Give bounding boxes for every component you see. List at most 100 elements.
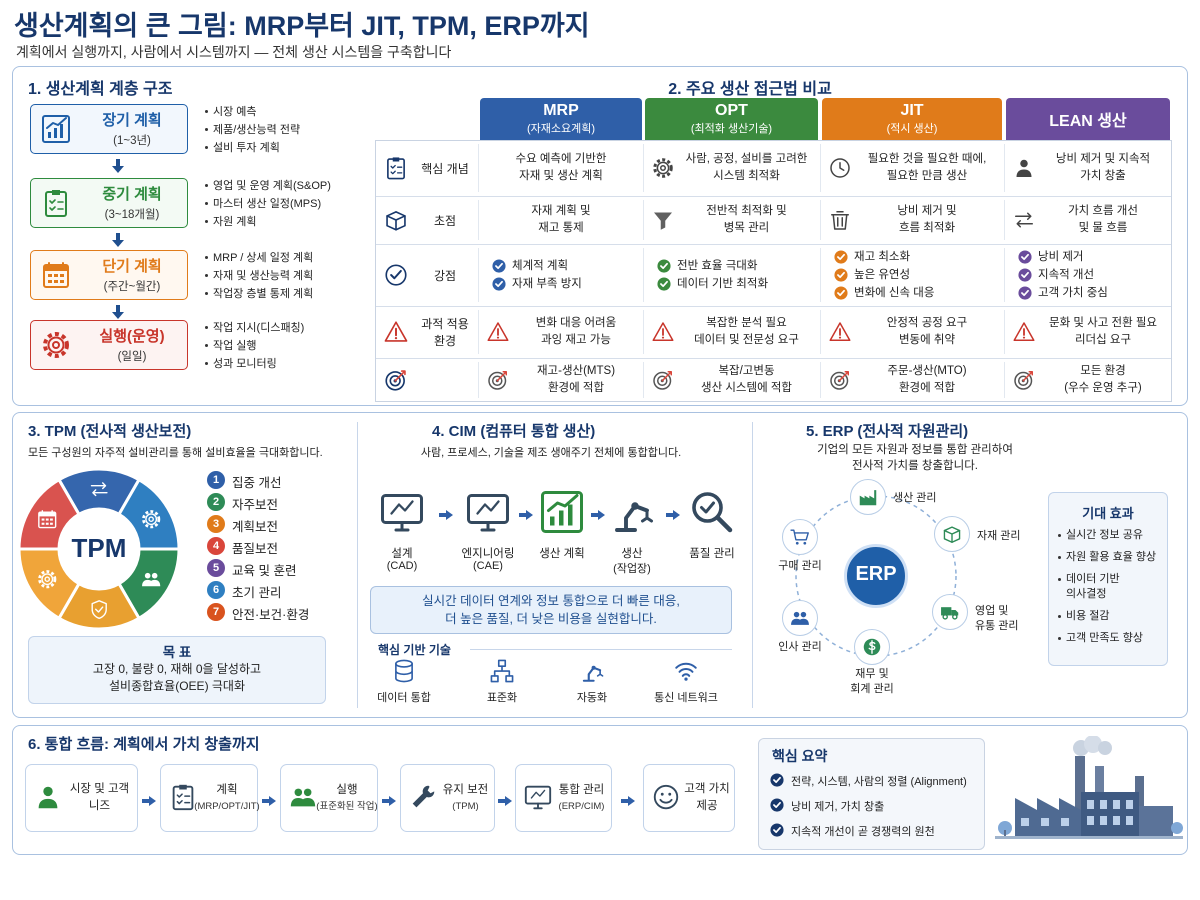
icon-part xyxy=(50,518,53,521)
icon-part xyxy=(660,280,668,288)
bullet-dot xyxy=(205,274,208,277)
flow-step-name: 통합 관리 xyxy=(558,784,605,796)
icon-part xyxy=(791,611,809,625)
icon-part xyxy=(382,796,396,806)
cim-step-icon xyxy=(538,488,586,536)
flow-step-icon xyxy=(33,782,63,812)
cell-line xyxy=(643,200,644,240)
icon-part xyxy=(490,675,499,683)
cell-line xyxy=(478,362,479,398)
icon-part xyxy=(582,666,602,682)
icon-part xyxy=(395,659,413,668)
cim-step-icon xyxy=(688,488,736,536)
icon-part xyxy=(38,510,57,529)
icon-part xyxy=(859,490,877,506)
cell-text-block: 가치 흐름 개선 및 물 흐름 xyxy=(1038,196,1168,244)
tech-label: 표준화 xyxy=(486,692,518,704)
level-name: 단기 계획 xyxy=(102,258,162,275)
icon-part xyxy=(1013,322,1035,341)
icon-part xyxy=(1126,816,1133,825)
flow-arrow xyxy=(112,233,124,247)
icon-part xyxy=(941,607,959,620)
icon-part xyxy=(386,211,406,231)
icon-part xyxy=(1113,800,1120,809)
icon-part xyxy=(41,522,45,525)
cell-icon xyxy=(1012,156,1036,180)
icon-part xyxy=(480,521,496,532)
module-label-block: 영업 및 유통 관리 xyxy=(975,604,1019,634)
icon-part xyxy=(467,494,509,532)
check-item: 낭비 제거 xyxy=(1038,251,1084,263)
icon-part xyxy=(1098,741,1112,755)
icon-part xyxy=(38,786,58,809)
icon-part xyxy=(390,269,402,280)
module-label-block: 구매 관리 xyxy=(760,559,840,574)
page-title: 생산계획의 큰 그림: MRP부터 JIT, TPM, ERP까지 xyxy=(14,11,590,41)
icon-part xyxy=(48,262,64,269)
icon-part xyxy=(50,522,53,525)
cell-text-block: 복잡/고변동 생산 시스템에 적합 xyxy=(677,358,816,402)
goal-title: 목 표 xyxy=(162,645,192,660)
icon-part xyxy=(692,492,723,523)
cell-text: 낭비 제거 및 지속적 xyxy=(1055,153,1151,165)
cell-line xyxy=(643,248,644,302)
icon-part xyxy=(1020,159,1028,168)
section-title: 6. 통합 흐름: 계획에서 가치 창출까지 xyxy=(28,736,260,753)
level-period: (3~18개월) xyxy=(104,209,160,221)
level-item: 시장 예측 xyxy=(213,106,257,118)
flow-step-icon xyxy=(651,782,681,812)
cell-text-block: 변화 대응 어려움 과잉 재고 가능 xyxy=(512,306,640,358)
icon-part xyxy=(791,618,809,625)
icon-part xyxy=(675,662,697,681)
cell-text: 변동에 취약 xyxy=(898,334,956,346)
icon-part xyxy=(1084,735,1102,753)
icon-part xyxy=(547,494,579,512)
icon-part xyxy=(582,665,604,682)
icon-part xyxy=(641,509,653,523)
bullet-dot xyxy=(205,344,208,347)
icon-part xyxy=(620,796,635,806)
icon-part xyxy=(770,823,784,837)
level-icon xyxy=(40,187,72,219)
icon-part xyxy=(1075,756,1085,816)
summary-item: 낭비 제거, 가치 창출 xyxy=(791,801,885,813)
cell-line xyxy=(643,362,644,398)
icon-part xyxy=(45,518,49,521)
pillar-name: 품질보전 xyxy=(232,542,279,556)
section-title: 1. 생산계획 계층 구조 xyxy=(28,81,173,98)
flow-step-name: 니즈 xyxy=(88,800,111,812)
cell-icon xyxy=(486,320,510,344)
icon-part xyxy=(498,796,512,806)
cell-text: 문화 및 사고 전환 필요 xyxy=(1049,317,1157,329)
icon-part xyxy=(631,502,639,510)
module-icon xyxy=(941,523,963,545)
check-item: 자재 부족 방지 xyxy=(512,278,582,290)
icon-part xyxy=(803,541,807,545)
icon-part xyxy=(657,259,671,273)
icon-part xyxy=(52,190,60,195)
cim-banner-text: 더 높은 품질, 더 낮은 비용을 실현합니다. xyxy=(445,612,657,626)
icon-part xyxy=(834,268,848,282)
row-label: 강점 xyxy=(433,268,457,283)
cell-text: 모든 환경 xyxy=(1080,365,1126,377)
icon-part xyxy=(390,164,396,175)
check-icon xyxy=(1018,286,1032,300)
level-name: 중기 계획 xyxy=(102,186,162,203)
icon-part xyxy=(294,788,303,797)
icon-part xyxy=(1087,800,1094,809)
icon-part xyxy=(770,773,784,787)
icon-part xyxy=(176,793,183,805)
icon-part xyxy=(179,784,187,790)
icon-part xyxy=(831,211,849,227)
icon-part xyxy=(660,165,666,171)
column-header: JIT (적시 생산) xyxy=(822,98,1002,140)
goal-box xyxy=(28,636,326,704)
icon-part xyxy=(684,677,688,681)
level-item: 성과 모니터링 xyxy=(213,358,277,370)
icon-part xyxy=(47,336,65,354)
icon-part xyxy=(1015,212,1033,228)
flow-step-sub: (표준화된 작업) xyxy=(316,801,378,812)
icon-part xyxy=(692,492,733,533)
icon-part xyxy=(1095,766,1104,816)
icon-part xyxy=(290,788,316,807)
